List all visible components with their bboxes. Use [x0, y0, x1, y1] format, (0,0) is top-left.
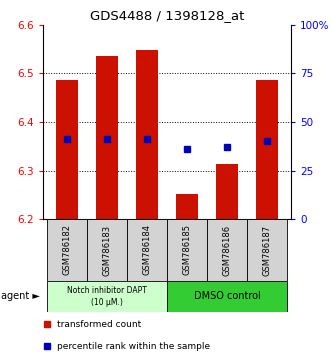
Text: GSM786182: GSM786182	[63, 224, 71, 275]
Bar	[256, 80, 278, 219]
Text: percentile rank within the sample: percentile rank within the sample	[57, 342, 210, 350]
Text: Notch inhibitor DAPT
(10 μM.): Notch inhibitor DAPT (10 μM.)	[67, 286, 147, 307]
Bar	[176, 194, 198, 219]
Text: GSM786186: GSM786186	[223, 224, 232, 275]
Bar	[56, 80, 78, 219]
Bar	[216, 165, 238, 219]
Text: GSM786187: GSM786187	[263, 224, 272, 275]
Bar	[247, 219, 287, 281]
Bar	[96, 56, 118, 219]
Text: agent ►: agent ►	[1, 291, 40, 302]
Text: DMSO control: DMSO control	[194, 291, 260, 302]
Text: GSM786184: GSM786184	[143, 224, 152, 275]
Bar	[87, 219, 127, 281]
Text: transformed count: transformed count	[57, 320, 141, 329]
Bar	[136, 50, 158, 219]
Bar	[47, 281, 167, 312]
Text: GSM786183: GSM786183	[103, 224, 112, 275]
Bar	[167, 219, 207, 281]
Bar	[127, 219, 167, 281]
Title: GDS4488 / 1398128_at: GDS4488 / 1398128_at	[90, 9, 244, 22]
Bar	[207, 219, 247, 281]
Bar	[47, 219, 87, 281]
Bar	[167, 281, 287, 312]
Text: GSM786185: GSM786185	[183, 224, 192, 275]
